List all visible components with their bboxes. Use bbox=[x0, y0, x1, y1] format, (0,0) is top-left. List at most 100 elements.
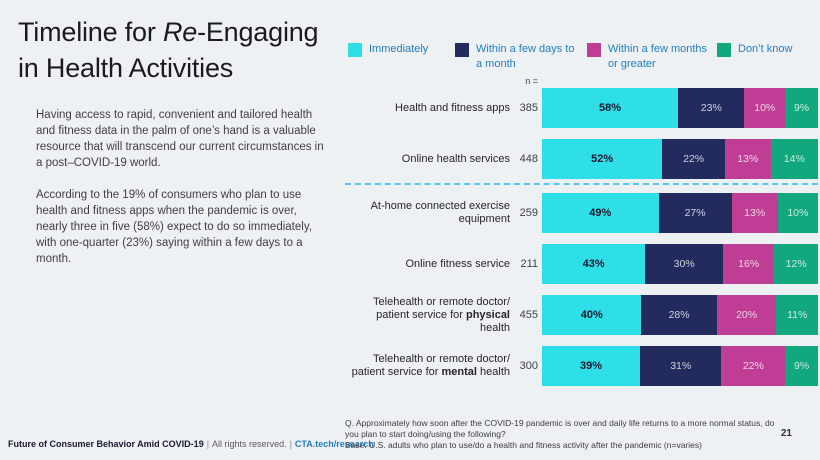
bar-segment-value: 39% bbox=[579, 360, 603, 372]
bar-segment: 31% bbox=[640, 346, 722, 386]
slide-footer: Future of Consumer Behavior Amid COVID-1… bbox=[8, 439, 374, 449]
bar-segment: 40% bbox=[542, 295, 642, 335]
stacked-bar: 39% 31% 22% 9% bbox=[542, 346, 818, 386]
bar-segment: 58% bbox=[542, 88, 679, 128]
bar-segment-value: 52% bbox=[591, 153, 614, 165]
title-fragment: -Engaging bbox=[197, 17, 319, 47]
bar-segment: 16% bbox=[723, 244, 775, 284]
bar-segment: 39% bbox=[542, 346, 640, 386]
bar-segment-value: 28% bbox=[668, 309, 690, 321]
row-label: Online health services bbox=[345, 139, 510, 179]
bar-segment: 12% bbox=[774, 244, 818, 284]
chart-row: Online fitness service 211 43% 30% 16% 12% bbox=[345, 244, 818, 284]
bar-segment: 9% bbox=[785, 346, 818, 386]
legend-label: Within a few days to a month bbox=[476, 43, 575, 70]
bar-segment: 13% bbox=[724, 139, 771, 179]
row-n-value: 259 bbox=[519, 207, 538, 219]
bar-segment: 49% bbox=[542, 193, 659, 233]
footer-research-link[interactable]: CTA.tech/research bbox=[294, 439, 374, 449]
bar-segment: 23% bbox=[678, 88, 745, 128]
legend-label: Don’t know bbox=[738, 43, 793, 55]
bar-segment: 20% bbox=[716, 295, 777, 335]
bar-segment-value: 40% bbox=[580, 309, 603, 321]
chart: Health and fitness apps 385 58% 23% 10% 9% Onl… bbox=[345, 88, 819, 397]
stacked-bar: 43% 30% 16% 12% bbox=[542, 244, 818, 284]
legend-swatch bbox=[348, 43, 362, 57]
footer-divider: | bbox=[289, 439, 292, 449]
row-label: At-home connected exercise equipment bbox=[345, 193, 510, 233]
legend-label: Immediately bbox=[369, 43, 429, 55]
row-n-value: 448 bbox=[519, 153, 538, 165]
bar-segment-value: 13% bbox=[737, 153, 759, 165]
bar-segment-value: 22% bbox=[683, 153, 705, 165]
row-label-line: patient service for mental health bbox=[351, 366, 510, 378]
bar-segment-value: 20% bbox=[736, 309, 758, 321]
bar-segment-value: 43% bbox=[582, 258, 605, 270]
bar-segment-value: 10% bbox=[787, 207, 809, 219]
legend-item: Within a few months or greater bbox=[587, 42, 714, 72]
bar-segment: 10% bbox=[777, 193, 818, 233]
intro-paragraph-1: Having access to rapid, convenient and t… bbox=[36, 109, 324, 169]
bar-segment: 9% bbox=[785, 88, 818, 128]
footnote-question: Q. Approximately how soon after the COVI… bbox=[345, 418, 775, 439]
row-label: Telehealth or remote doctor/patient serv… bbox=[345, 346, 510, 386]
row-label-line: Online health services bbox=[401, 152, 510, 165]
footnote-base: Base: U.S. adults who plan to use/do a h… bbox=[345, 440, 702, 450]
stacked-bar: 40% 28% 20% 11% bbox=[542, 295, 818, 335]
chart-row: Telehealth or remote doctor/patient serv… bbox=[345, 346, 818, 386]
bar-segment-value: 10% bbox=[754, 102, 776, 114]
bar-segment-value: 31% bbox=[670, 360, 692, 372]
stacked-bar: 58% 23% 10% 9% bbox=[542, 88, 818, 128]
chart-row: Telehealth or remote doctor/patient serv… bbox=[345, 295, 818, 335]
stacked-bar: 49% 27% 13% 10% bbox=[542, 193, 818, 233]
row-label-line: Health and fitness apps bbox=[395, 101, 510, 114]
footer-divider: | bbox=[206, 439, 210, 449]
bar-segment-value: 13% bbox=[744, 207, 766, 219]
bar-segment-value: 9% bbox=[794, 360, 810, 372]
title-fragment: Timeline for bbox=[18, 17, 163, 47]
bar-segment-value: 16% bbox=[738, 258, 760, 270]
chart-panel: Immediately Within a few days to a month W… bbox=[345, 0, 819, 460]
legend-item: Don’t know bbox=[717, 42, 792, 57]
row-label-line: Telehealth or remote doctor/ bbox=[373, 295, 510, 308]
dashed-divider bbox=[345, 183, 818, 185]
page-number: 21 bbox=[780, 428, 792, 439]
page-title: Timeline for Re-Engaging in Health Activi… bbox=[18, 14, 333, 86]
row-n-value: 455 bbox=[519, 309, 538, 321]
bar-segment-value: 11% bbox=[787, 309, 808, 321]
row-n-value: 300 bbox=[519, 360, 538, 372]
legend-swatch bbox=[455, 43, 469, 57]
bar-segment-value: 9% bbox=[793, 102, 810, 114]
legend-item: Immediately bbox=[348, 42, 428, 57]
bar-segment-value: 27% bbox=[684, 207, 706, 219]
title-fragment-italic: Re bbox=[162, 17, 198, 47]
legend-swatch bbox=[717, 43, 731, 57]
bar-segment: 22% bbox=[662, 139, 725, 179]
bar-segment: 10% bbox=[744, 88, 786, 128]
bar-segment-value: 14% bbox=[783, 153, 805, 165]
bar-segment: 13% bbox=[731, 193, 778, 233]
legend: Immediately Within a few days to a month W… bbox=[345, 42, 818, 78]
bar-segment-value: 22% bbox=[742, 360, 764, 372]
bar-segment: 43% bbox=[542, 244, 646, 284]
intro-paragraph-2: According to the 19% of consumers who pl… bbox=[36, 189, 312, 265]
chart-row: Online health services 448 52% 22% 13% 14% bbox=[345, 139, 819, 179]
legend-swatch bbox=[587, 43, 601, 57]
stacked-bar: 52% 22% 13% 14% bbox=[542, 139, 819, 179]
footer-rights: All rights reserved. bbox=[212, 439, 287, 449]
bar-segment: 27% bbox=[658, 193, 732, 233]
bar-segment-value: 30% bbox=[673, 258, 695, 270]
bar-segment: 52% bbox=[542, 139, 663, 179]
footer-report-title: Future of Consumer Behavior Amid COVID-1… bbox=[8, 439, 204, 449]
bar-segment: 14% bbox=[770, 139, 819, 179]
title-fragment: in Health Activities bbox=[18, 53, 234, 83]
bar-segment: 28% bbox=[641, 295, 717, 335]
left-column: Timeline for Re-Engaging in Health Activi… bbox=[18, 14, 333, 86]
bar-segment-value: 58% bbox=[599, 102, 622, 114]
n-column-header: n = bbox=[525, 76, 538, 86]
row-label-line: At-home connected exercise bbox=[370, 200, 510, 212]
intro-text: Having access to rapid, convenient and t… bbox=[36, 107, 329, 283]
row-label-line: Online fitness service bbox=[405, 257, 510, 270]
bar-segment: 30% bbox=[645, 244, 724, 284]
